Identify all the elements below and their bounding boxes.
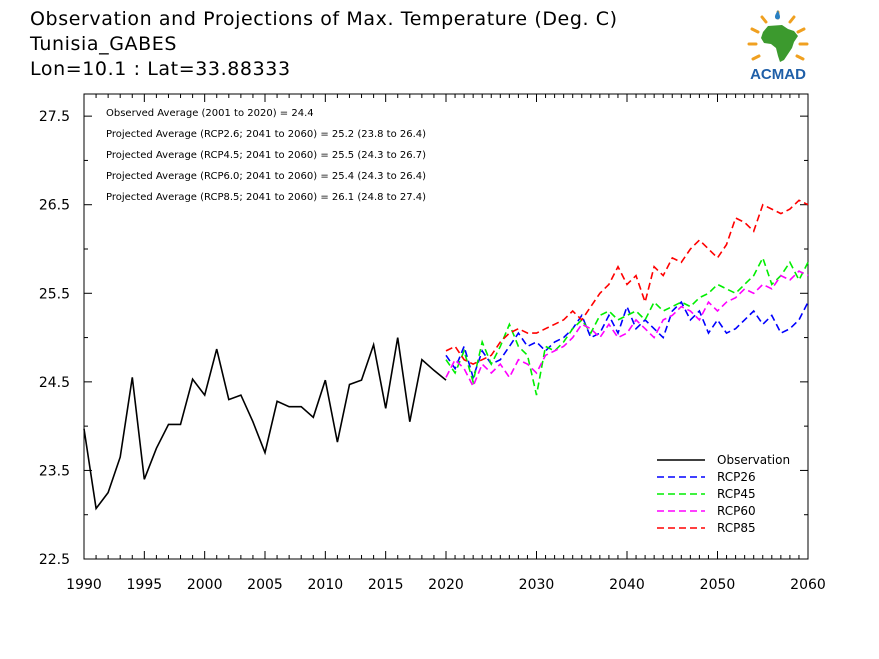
series-line-rcp85 <box>445 199 809 365</box>
stat-rcp45-average: Projected Average (RCP4.5; 2041 to 2060)… <box>106 150 427 161</box>
x-axis: 1990 1995 2000 2005 2010 2015 2020 2030 2040 2050… <box>66 94 826 593</box>
y-tick-label: 27.5 <box>39 109 70 125</box>
x-tick-label: 1995 <box>127 577 163 593</box>
acmad-africa-sun-logo-icon: ACMAD <box>747 10 809 83</box>
acmad-logo-text: ACMAD <box>750 66 806 83</box>
series-line-rcp60 <box>445 270 809 389</box>
y-tick-label: 26.5 <box>39 198 70 214</box>
x-tick-label: 2030 <box>519 577 555 593</box>
x-tick-label: 2060 <box>790 577 826 593</box>
stat-rcp26-average: Projected Average (RCP2.6; 2041 to 2060)… <box>106 129 427 140</box>
legend: Observation RCP26 RCP45 RCP60 RCP85 <box>657 453 790 535</box>
series-line-rcp26 <box>445 300 809 381</box>
x-tick-label: 2050 <box>700 577 736 593</box>
legend-label-rcp26: RCP26 <box>717 470 756 484</box>
stat-rcp85-average: Projected Average (RCP8.5; 2041 to 2060)… <box>106 192 427 203</box>
y-tick-label: 22.5 <box>39 552 70 568</box>
stat-rcp60-average: Projected Average (RCP6.0; 2041 to 2060)… <box>106 171 427 182</box>
y-tick-label: 24.5 <box>39 375 70 391</box>
station-coordinates: Lon=10.1 : Lat=33.88333 <box>30 58 291 80</box>
x-tick-label: 2010 <box>308 577 344 593</box>
x-tick-label: 2040 <box>609 577 645 593</box>
x-tick-label: 2020 <box>428 577 464 593</box>
legend-label-rcp45: RCP45 <box>717 487 756 501</box>
x-tick-label: 2005 <box>247 577 283 593</box>
chart-title: Observation and Projections of Max. Temp… <box>30 8 618 30</box>
series-layer <box>83 199 809 511</box>
x-tick-label: 2015 <box>368 577 404 593</box>
series-line-rcp45 <box>445 255 809 396</box>
legend-label-rcp85: RCP85 <box>717 521 756 535</box>
acmad-logo: ACMAD <box>738 8 818 84</box>
plot-frame <box>83 93 809 560</box>
y-tick-label: 25.5 <box>39 286 70 302</box>
x-tick-label: 1990 <box>66 577 102 593</box>
x-tick-label: 2000 <box>187 577 223 593</box>
legend-label-rcp60: RCP60 <box>717 504 756 518</box>
series-line-observation <box>83 337 447 511</box>
stat-observed-average: Observed Average (2001 to 2020) = 24.4 <box>106 108 314 119</box>
y-tick-label: 23.5 <box>39 463 70 479</box>
legend-label-observation: Observation <box>717 453 790 467</box>
station-name: Tunisia_GABES <box>30 33 178 55</box>
